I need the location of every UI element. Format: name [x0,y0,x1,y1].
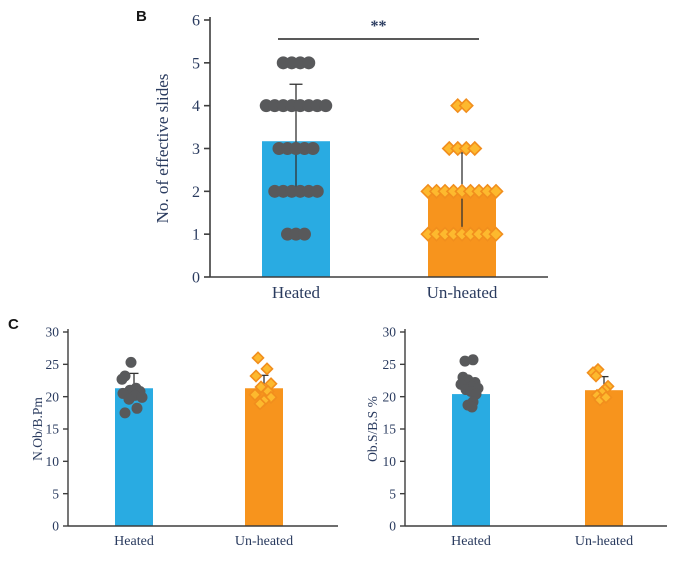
bar-heated [452,394,490,526]
panel-c-left-chart: 0 5 10 15 20 25 30 N.Ob/B.Pm Heated Un-heated [0,315,345,561]
panel-c-right-chart: 0 5 10 15 20 25 30 Ob.S/B.S % Heated Un-heated [340,315,687,561]
y-tick-label: 25 [46,357,60,372]
y-tick-label: 10 [383,454,397,469]
bar-un-heated [585,390,623,526]
y-axis-title: Ob.S/B.S % [365,396,380,462]
bar-un-heated [245,388,283,526]
y-tick-label: 30 [383,325,397,340]
y-tick-label: 5 [192,55,200,72]
y-tick-label: 5 [52,486,59,501]
x-category-label: Heated [114,534,154,549]
x-category-label: Un-heated [427,283,498,302]
y-tick-label: 3 [192,141,200,158]
panel-b-chart-svg: 0 1 2 3 4 5 6 No. of effective slides ** Heated Un… [153,12,548,302]
y-tick-label: 0 [192,269,200,286]
y-tick-label: 0 [52,519,59,534]
y-tick-label: 20 [46,389,60,404]
significance-label: ** [371,18,387,35]
y-tick-label: 25 [383,357,397,372]
y-tick-label: 6 [192,12,200,29]
y-tick-label: 2 [192,184,200,201]
x-category-label: Un-heated [575,534,633,549]
x-category-label: Heated [451,534,491,549]
y-tick-label: 30 [46,325,60,340]
y-tick-label: 10 [46,454,60,469]
panel-c-left-chart-svg: 0 5 10 15 20 25 30 N.Ob/B.Pm Heated Un-heated [30,325,338,549]
y-axis-title: N.Ob/B.Pm [30,397,45,461]
y-axis-title: No. of effective slides [153,74,172,224]
y-tick-label: 0 [389,519,396,534]
y-tick-label: 20 [383,389,397,404]
y-tick-label: 4 [192,98,200,115]
y-tick-label: 1 [192,227,200,244]
x-category-label: Un-heated [235,534,293,549]
panel-c-label: C [8,316,19,333]
x-category-label: Heated [272,283,321,302]
y-tick-label: 15 [46,422,60,437]
panel-b-label: B [136,8,147,25]
y-tick-label: 15 [383,422,397,437]
y-tick-label: 5 [389,486,396,501]
panel-b-chart: 0 1 2 3 4 5 6 No. of effective slides ** Heated Un… [130,0,570,317]
panel-c-right-chart-svg: 0 5 10 15 20 25 30 Ob.S/B.S % Heated Un-heated [365,325,667,549]
